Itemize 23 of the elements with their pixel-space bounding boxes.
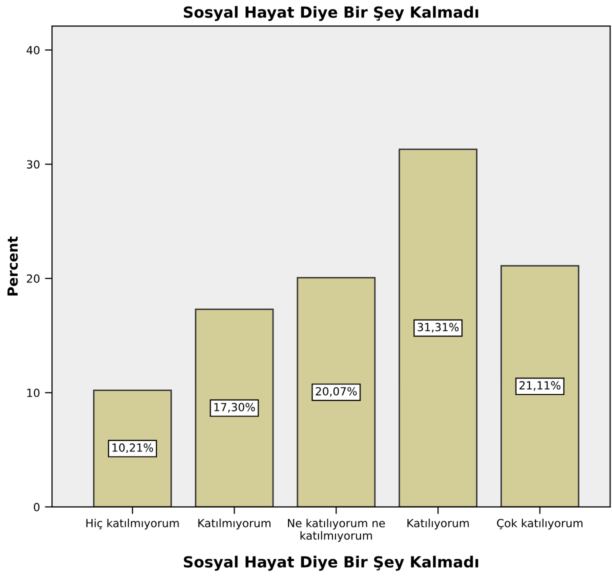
data-label: 10,21% [112,443,154,453]
data-label: 20,07% [316,387,357,397]
data-label: 17,30% [214,402,255,412]
bar [296,276,376,507]
x-tick-label: Katılıyorum [407,518,469,530]
y-tick-label: 40 [26,46,40,54]
y-tick-label: 20 [26,274,40,283]
x-axis-title: Sosyal Hayat Diye Bir Şey Kalmadı [184,556,478,571]
bar [500,265,580,507]
data-label: 31,31% [418,322,459,332]
x-tick-label: Çok katılıyorum [497,518,582,530]
bar [93,390,172,507]
y-tick-label: 0 [34,502,40,512]
bar [398,148,478,507]
chart-title: Sosyal Hayat Diye Bir Şey Kalmadı [184,6,478,21]
x-tick-label: Ne katılıyorum ne katılmıyorum [288,518,385,542]
y-tick-label: 30 [26,160,40,169]
x-tick-label: Katılmıyorum [198,518,270,530]
bar [194,308,274,507]
x-tick-label: Hiç katılmıyorum [86,518,179,530]
y-tick-label: 10 [27,388,40,398]
y-axis-title: Percent [8,236,18,296]
data-label: 21,11% [520,381,560,391]
